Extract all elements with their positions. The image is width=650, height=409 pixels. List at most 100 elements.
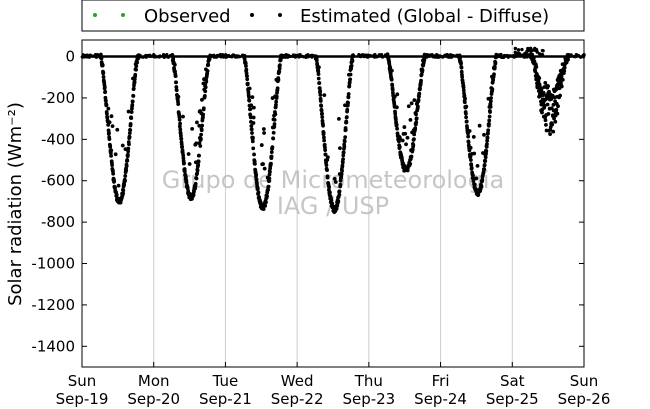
estimated-point [337, 189, 342, 194]
estimated-point [459, 65, 464, 70]
legend-observed-marker [121, 13, 125, 17]
legend-estimated-label: Estimated (Global - Diffuse) [300, 6, 549, 27]
y-tick-label: 0 [65, 48, 75, 66]
estimated-point [492, 65, 497, 70]
estimated-point [201, 106, 206, 111]
estimated-point [174, 80, 179, 85]
estimated-point [516, 48, 521, 52]
estimated-point [103, 89, 108, 94]
legend-observed-label: Observed [144, 6, 231, 27]
estimated-point [483, 158, 488, 163]
estimated-point [181, 153, 186, 158]
estimated-point [200, 123, 205, 128]
estimated-point [552, 116, 556, 121]
estimated-point [127, 131, 132, 136]
estimated-point [109, 114, 114, 119]
estimated-point [393, 111, 398, 116]
estimated-point [316, 72, 321, 77]
estimated-point [253, 161, 257, 166]
estimated-point [178, 121, 182, 126]
estimated-point [126, 152, 130, 157]
estimated-point [350, 58, 355, 63]
estimated-point [176, 102, 181, 107]
estimated-point [246, 94, 251, 99]
estimated-point [123, 147, 128, 152]
estimated-point [274, 94, 279, 99]
estimated-point [328, 190, 332, 195]
estimated-point [104, 102, 109, 107]
legend-estimated-marker [278, 13, 282, 17]
estimated-point [184, 175, 188, 180]
estimated-point [468, 158, 473, 162]
estimated-point [329, 198, 334, 203]
legend-observed-marker [93, 13, 97, 17]
estimated-point [559, 84, 564, 89]
estimated-point [537, 76, 542, 81]
estimated-point [124, 168, 129, 173]
estimated-point [196, 162, 201, 167]
estimated-point [266, 184, 271, 189]
estimated-point [108, 145, 113, 149]
estimated-point [195, 171, 200, 176]
estimated-point [485, 142, 489, 146]
estimated-point [107, 120, 112, 125]
x-tick-date-label: Sep-21 [199, 390, 252, 408]
estimated-point [491, 78, 496, 82]
estimated-point [180, 144, 185, 149]
estimated-point [540, 110, 544, 115]
estimated-point [330, 201, 335, 206]
estimated-point [179, 136, 184, 141]
estimated-point [193, 181, 198, 186]
estimated-point [488, 110, 492, 114]
estimated-point [266, 187, 270, 192]
estimated-point [267, 176, 272, 181]
x-tick-day-label: Thu [354, 372, 383, 390]
x-tick-date-label: Sep-25 [486, 390, 539, 408]
estimated-point [107, 130, 111, 135]
estimated-point [197, 153, 201, 158]
estimated-point [466, 134, 471, 139]
estimated-point [317, 81, 322, 86]
estimated-point [111, 171, 116, 176]
estimated-point [340, 160, 345, 165]
estimated-point [269, 154, 274, 159]
estimated-point [245, 77, 250, 82]
estimated-point [325, 168, 329, 173]
estimated-point [558, 93, 562, 98]
estimated-point [472, 182, 477, 187]
estimated-point [127, 142, 131, 147]
estimated-point [562, 65, 567, 70]
estimated-point [273, 112, 278, 117]
estimated-point [259, 143, 264, 147]
estimated-point [277, 66, 282, 71]
estimated-point [345, 107, 350, 112]
estimated-point [134, 64, 139, 69]
estimated-point [134, 67, 138, 72]
estimated-point [467, 129, 472, 133]
estimated-point [560, 77, 565, 82]
estimated-point [255, 187, 260, 191]
estimated-point [174, 88, 179, 93]
estimated-point [126, 109, 131, 114]
estimated-point [316, 76, 321, 81]
estimated-point [245, 74, 249, 79]
estimated-point [403, 131, 408, 136]
estimated-point [194, 176, 199, 181]
estimated-point [317, 65, 321, 70]
estimated-point [338, 182, 343, 187]
estimated-point [408, 117, 413, 122]
estimated-point [390, 83, 395, 88]
estimated-point [199, 137, 203, 142]
estimated-point [545, 102, 550, 107]
estimated-point [555, 111, 560, 116]
estimated-point [251, 115, 256, 120]
estimated-point [327, 185, 332, 189]
estimated-point [269, 161, 273, 166]
estimated-point [414, 112, 418, 117]
estimated-point [488, 104, 493, 109]
estimated-point [550, 122, 555, 127]
watermark-line-1: Grupo de Micrometeorologia [162, 166, 504, 194]
estimated-point [341, 153, 346, 158]
estimated-point [100, 63, 105, 68]
estimated-point [388, 65, 393, 70]
